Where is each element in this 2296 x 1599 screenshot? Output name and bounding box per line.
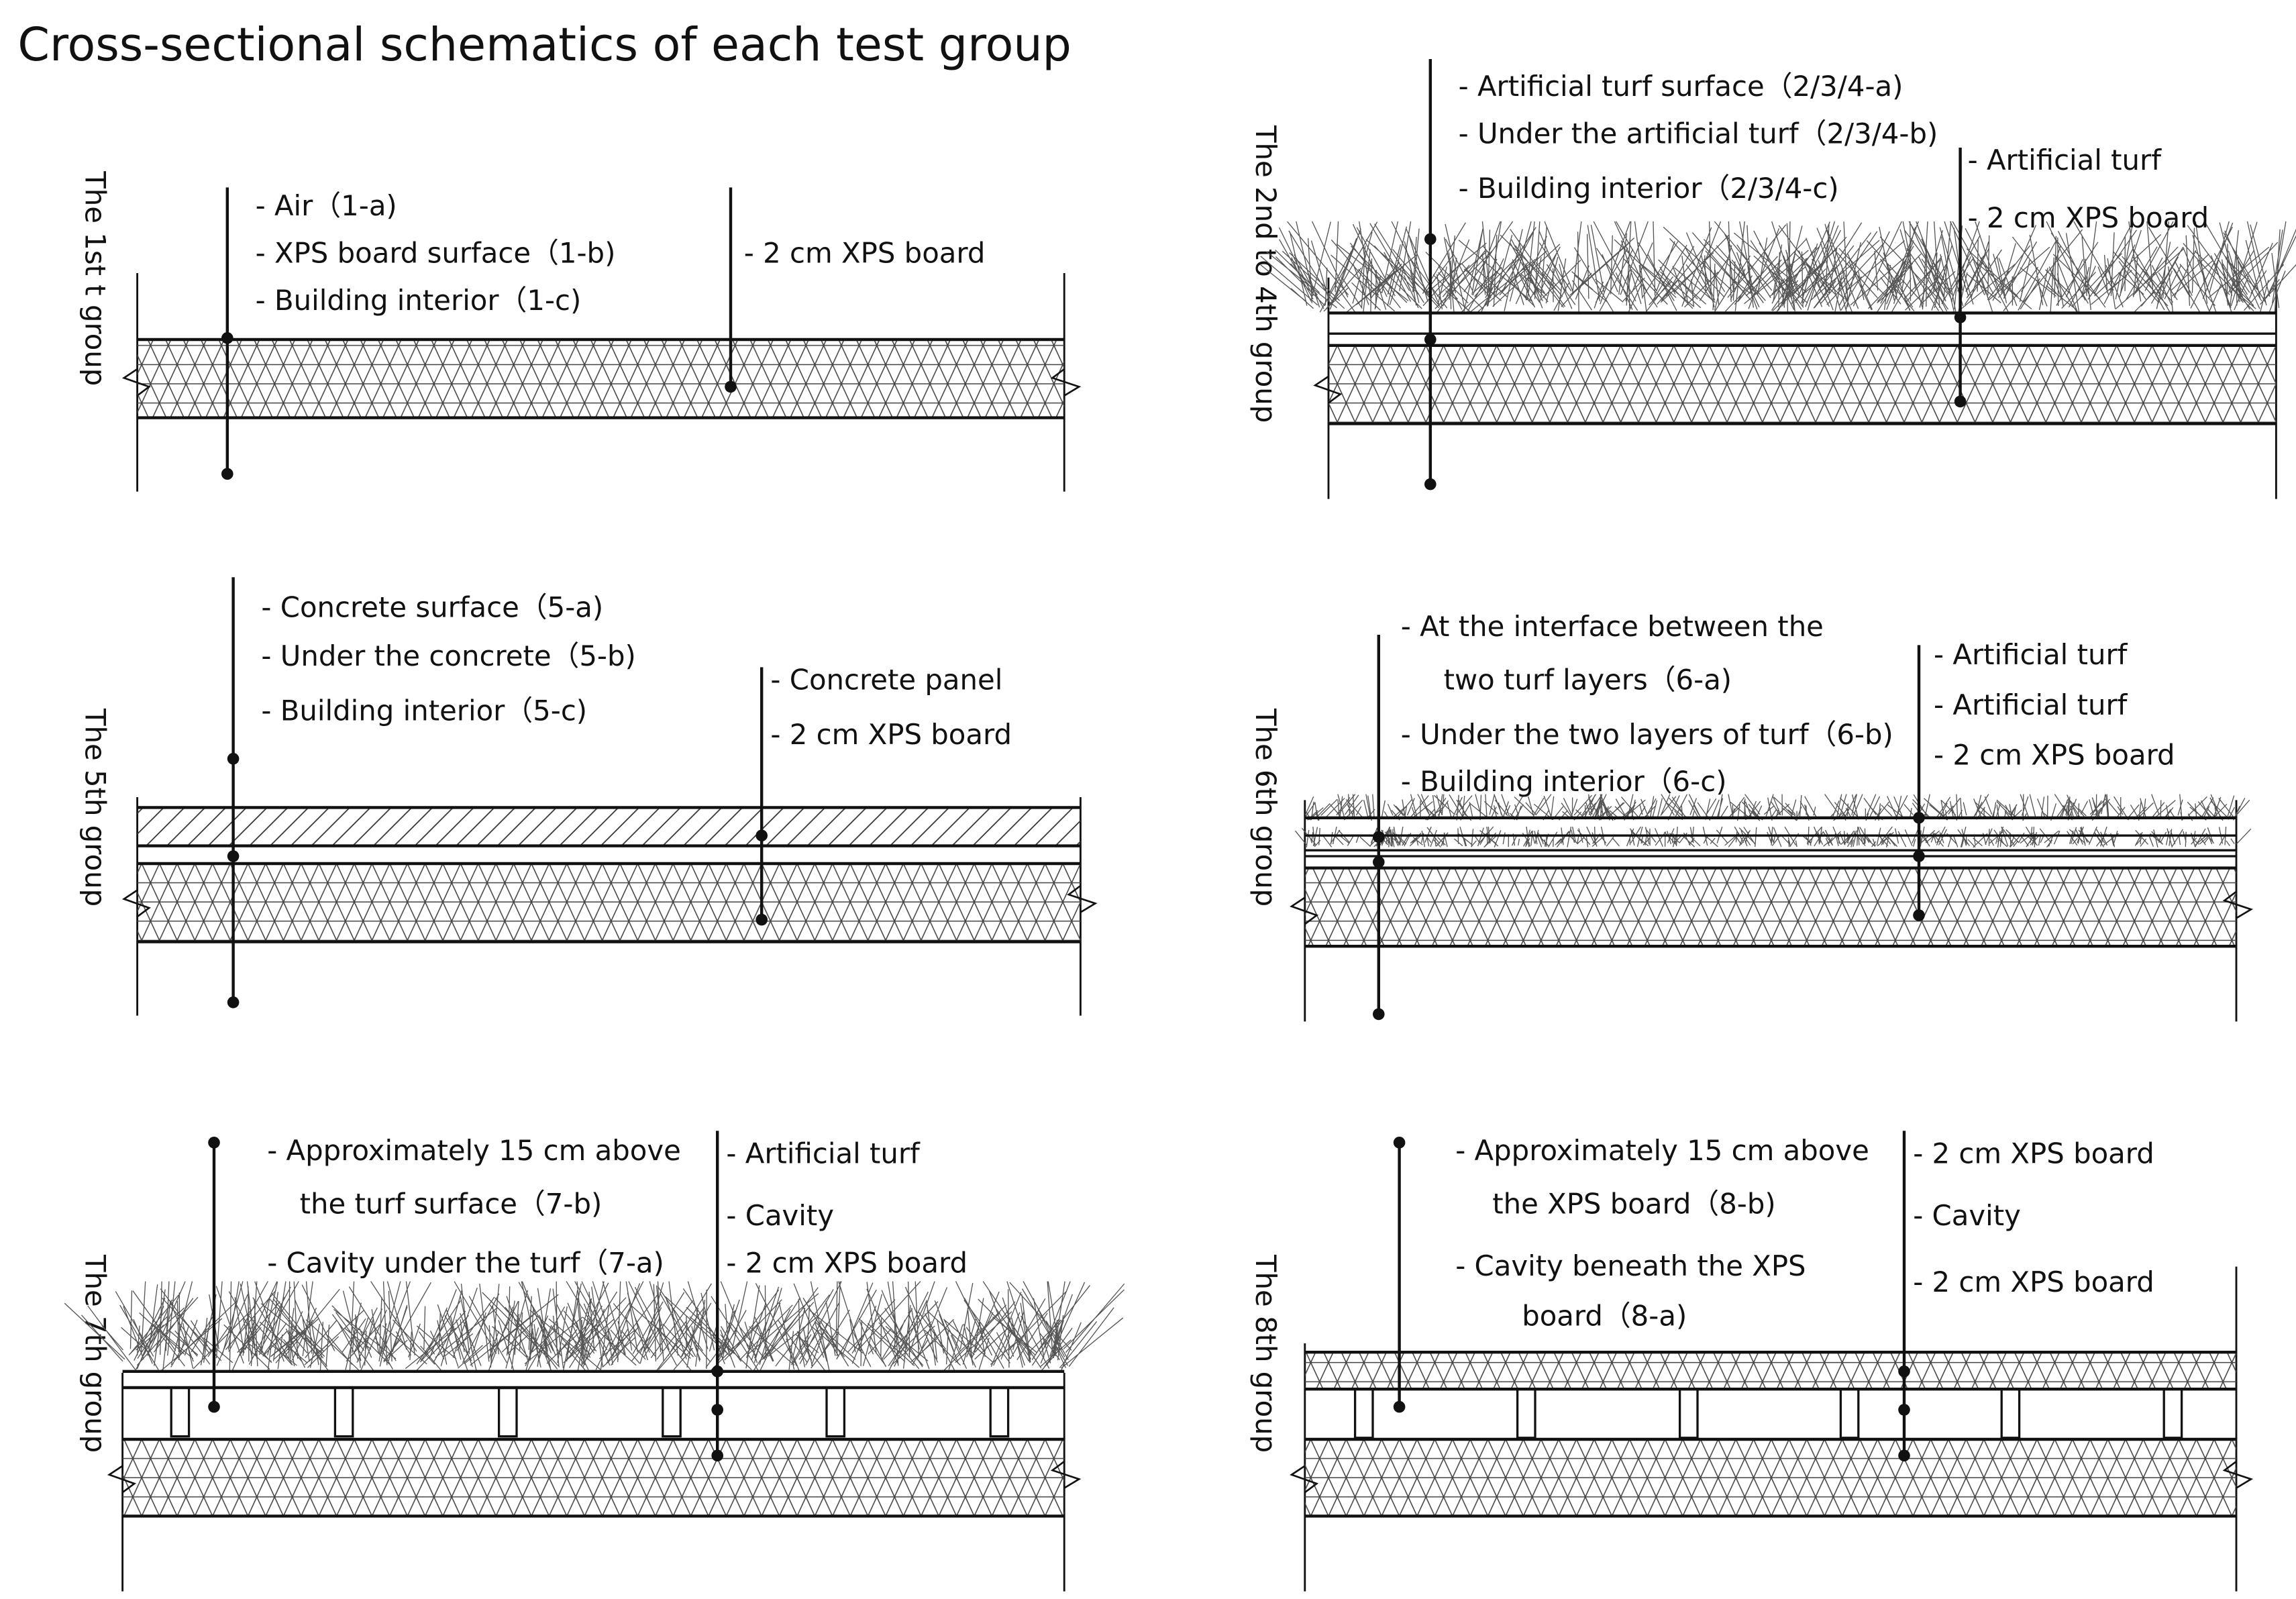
- turf-texture: [1260, 221, 2296, 313]
- group-6-probe-label: two turf layers（6-a): [1444, 663, 1732, 696]
- group-5-xps-layer: [137, 864, 1081, 942]
- group-2-4-layer-label: - 2 cm XPS board: [1968, 201, 2209, 234]
- group-8-layer-label: - 2 cm XPS board: [1913, 1137, 2154, 1170]
- group-7-layer-label: - Cavity: [726, 1199, 834, 1232]
- page-title: Cross-sectional schematics of each test …: [17, 19, 1071, 72]
- group-7-xps-layer: [122, 1439, 1065, 1516]
- group-7-layer-label: - Artificial turf: [726, 1137, 921, 1170]
- group-1-xps-layer: [137, 340, 1065, 418]
- turf-texture: [64, 1281, 1125, 1372]
- group-5-layer-label: - Concrete panel: [770, 663, 1002, 696]
- group-8-top-xps-layer: [1304, 1352, 2236, 1390]
- group-8-probe-label: the XPS board（8-b): [1492, 1187, 1776, 1220]
- group-1-probe-label: - XPS board surface（1-b): [256, 237, 616, 270]
- group-1-schematic: The 1st t group - Air（1-a) - XPS board s…: [79, 170, 1082, 492]
- group-6-label: The 6th group: [1249, 708, 1282, 907]
- group-7-probe-label: the turf surface（7-b): [300, 1187, 603, 1220]
- turf-texture: [1294, 826, 2252, 848]
- group-5-layer-label: - 2 cm XPS board: [770, 718, 1012, 751]
- group-2-4-label: The 2nd to 4th group: [1249, 125, 1282, 423]
- group-7-probe-label: - Cavity under the turf（7-a): [267, 1246, 664, 1279]
- group-2-4-probe-label: - Building interior（2/3/4-c): [1459, 172, 1839, 205]
- group-8-bottom-xps-layer: [1304, 1439, 2236, 1516]
- group-8-layer-label: - 2 cm XPS board: [1913, 1266, 2154, 1298]
- group-1-label: The 1st t group: [79, 170, 112, 386]
- group-7-schematic: The 7th group - Approximately 15 cm abov…: [64, 1131, 1125, 1592]
- group-1-probe-label: - Building interior（1-c): [256, 284, 582, 317]
- group-8-probe-label: - Cavity beneath the XPS: [1455, 1249, 1806, 1282]
- group-5-schematic: The 5th group - Concrete surface（5-a) - …: [79, 577, 1098, 1016]
- group-1-layer-label: - 2 cm XPS board: [744, 237, 986, 270]
- group-8-layer-label: - Cavity: [1913, 1199, 2021, 1232]
- group-2-4-layer-label: - Artificial turf: [1968, 144, 2162, 176]
- group-6-layer-label: - Artificial turf: [1934, 638, 2128, 671]
- group-2-4-probe-label: - Under the artificial turf（2/3/4-b): [1459, 117, 1938, 150]
- group-1-probe-label: - Air（1-a): [256, 189, 397, 222]
- turf-texture: [1304, 794, 2250, 821]
- group-6-probe-label: - Building interior（6-c): [1401, 765, 1727, 798]
- group-8-probe-label: - Approximately 15 cm above: [1455, 1134, 1869, 1167]
- group-8-probe-label: board（8-a): [1522, 1300, 1687, 1333]
- group-8-cavity-studs: [1353, 1388, 2183, 1439]
- group-6-probe-label: - Under the two layers of turf（6-b): [1401, 718, 1893, 751]
- group-6-layer-label: - Artificial turf: [1934, 688, 2128, 721]
- group-5-label: The 5th group: [79, 708, 112, 907]
- group-6-schematic: The 6th group - At the interface between…: [1249, 610, 2254, 1022]
- group-6-layer-label: - 2 cm XPS board: [1934, 739, 2175, 772]
- group-7-probe-label: - Approximately 15 cm above: [267, 1134, 681, 1167]
- group-5-probe-label: - Under the concrete（5-b): [261, 639, 635, 672]
- group-5-probe-label: - Building interior（5-c): [261, 694, 587, 727]
- group-7-label: The 7th group: [79, 1254, 112, 1453]
- group-8-schematic: The 8th group - Approximately 15 cm abov…: [1249, 1131, 2254, 1592]
- group-2-4-schematic: The 2nd to 4th group - Artificial turf s…: [1249, 59, 2296, 499]
- group-7-layer-label: - 2 cm XPS board: [726, 1246, 968, 1279]
- group-2-4-xps-layer: [1328, 345, 2277, 424]
- group-5-probe-label: - Concrete surface（5-a): [261, 591, 603, 624]
- group-5-concrete-layer: [137, 807, 1081, 846]
- group-7-cavity-studs: [170, 1386, 1010, 1438]
- group-8-label: The 8th group: [1249, 1254, 1282, 1453]
- group-6-xps-layer: [1304, 868, 2236, 947]
- group-6-probe-label: - At the interface between the: [1401, 610, 1824, 643]
- group-2-4-probe-label: - Artificial turf surface（2/3/4-a): [1459, 70, 1903, 103]
